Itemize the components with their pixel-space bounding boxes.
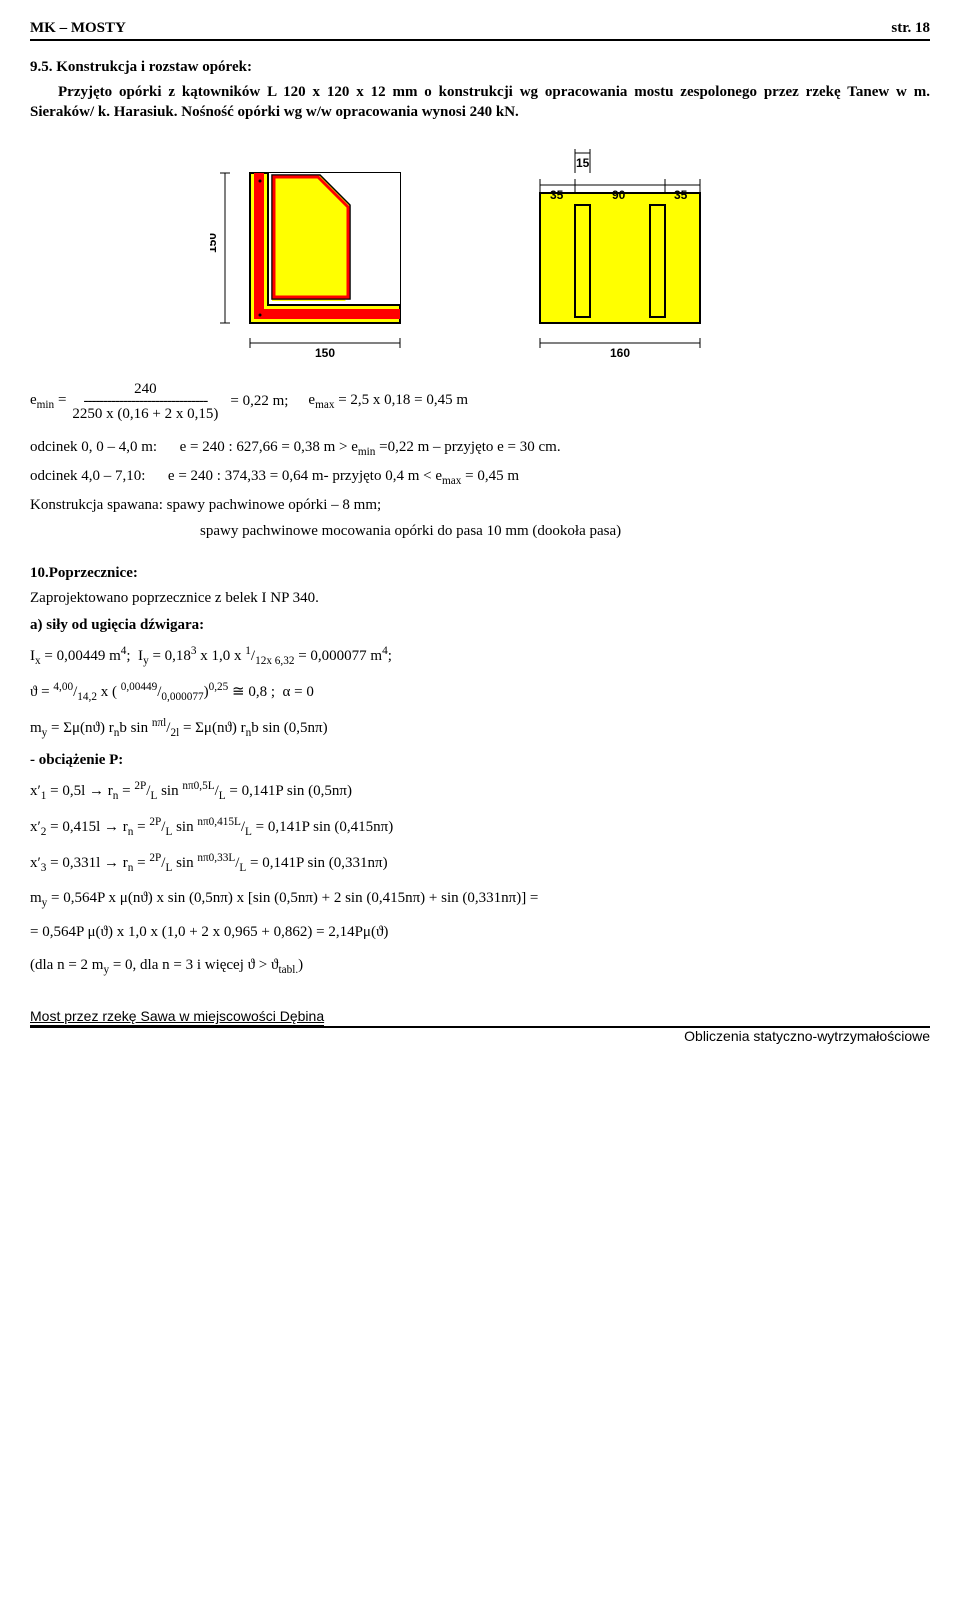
eq-theta: ϑ = 4,00/14,2 x ( 0,00449/0,000077)0,25 …: [30, 677, 930, 707]
svg-text:35: 35: [674, 188, 688, 202]
emin-result: = 0,22 m;: [230, 393, 288, 410]
footer-right: Obliczenia statyczno-wytrzymałościowe: [30, 1028, 930, 1044]
eq-x3: x′3 = 0,331l → rn = 2P/L sin nπ0,33L/L =…: [30, 848, 930, 878]
diagram-right: 15 35 90 35 160: [490, 143, 750, 363]
eq-my2b: = 0,564P μ(ϑ) x 1,0 x (1,0 + 2 x 0,965 +…: [30, 919, 930, 946]
eq-my: my = Σμ(nϑ) rnb sin nπl/2l = Σμ(nϑ) rnb …: [30, 713, 930, 743]
section-10-title: 10.Poprzecznice:: [30, 565, 930, 582]
svg-text:15: 15: [576, 156, 590, 170]
eq-my2a: my = 0,564P x μ(nϑ) x sin (0,5nπ) x [sin…: [30, 885, 930, 913]
diagram-row: 150 150: [30, 143, 930, 363]
emin-label: emin =: [30, 392, 66, 411]
page-footer: Most przez rzekę Sawa w miejscowości Dęb…: [30, 1008, 930, 1044]
emin-denominator: 2250 x (0,16 + 2 x 0,15): [72, 406, 218, 423]
emin-calc: emin = 240 -----------------------------…: [30, 381, 930, 423]
section-9-5-title: 9.5. Konstrukcja i rozstaw opórek:: [30, 59, 930, 76]
section-10-p1: Zaprojektowano poprzecznice z belek I NP…: [30, 588, 930, 608]
header-right: str. 18: [891, 20, 930, 37]
section-9-5-paragraph: Przyjęto opórki z kątowników L 120 x 120…: [30, 82, 930, 123]
odcinek-1: odcinek 0, 0 – 4,0 m: e = 240 : 627,66 =…: [30, 437, 930, 460]
obciazenie-p: - obciążenie P:: [30, 750, 930, 770]
section-10-sub-a: a) siły od ugięcia dźwigara:: [30, 615, 930, 635]
eq-ix: Ix = 0,00449 m4; Iy = 0,183 x 1,0 x 1/12…: [30, 641, 930, 671]
eq-x2: x′2 = 0,415l → rn = 2P/L sin nπ0,415L/L …: [30, 812, 930, 842]
eq-dlan: (dla n = 2 my = 0, dla n = 3 i więcej ϑ …: [30, 952, 930, 980]
odcinek-1-label: odcinek 0, 0 – 4,0 m:: [30, 439, 157, 455]
odcinek-2: odcinek 4,0 – 7,10: e = 240 : 374,33 = 0…: [30, 466, 930, 489]
page-header: MK – MOSTY str. 18: [30, 20, 930, 41]
footer-left: Most przez rzekę Sawa w miejscowości Dęb…: [30, 1008, 324, 1027]
header-left: MK – MOSTY: [30, 20, 126, 37]
odcinek-2-calc: e = 240 : 374,33 = 0,64 m- przyjęto 0,4 …: [168, 468, 519, 484]
svg-text:160: 160: [610, 346, 630, 360]
konstrukcja-line1: Konstrukcja spawana: spawy pachwinowe op…: [30, 495, 930, 515]
svg-text:150: 150: [315, 346, 335, 360]
diagram-left: 150 150: [210, 143, 420, 363]
emax-calc: emax = 2,5 x 0,18 = 0,45 m: [308, 392, 468, 411]
svg-text:150: 150: [210, 232, 219, 252]
svg-text:90: 90: [612, 188, 626, 202]
odcinek-1-calc: e = 240 : 627,66 = 0,38 m > emin =0,22 m…: [180, 439, 561, 455]
konstrukcja-line2: spawy pachwinowe mocowania opórki do pas…: [200, 521, 930, 541]
svg-text:35: 35: [550, 188, 564, 202]
eq-x1: x′1 = 0,5l → rn = 2P/L sin nπ0,5L/L = 0,…: [30, 776, 930, 806]
emin-fraction: 240 ------------------------------- 2250…: [72, 381, 218, 423]
odcinek-2-label: odcinek 4,0 – 7,10:: [30, 468, 145, 484]
